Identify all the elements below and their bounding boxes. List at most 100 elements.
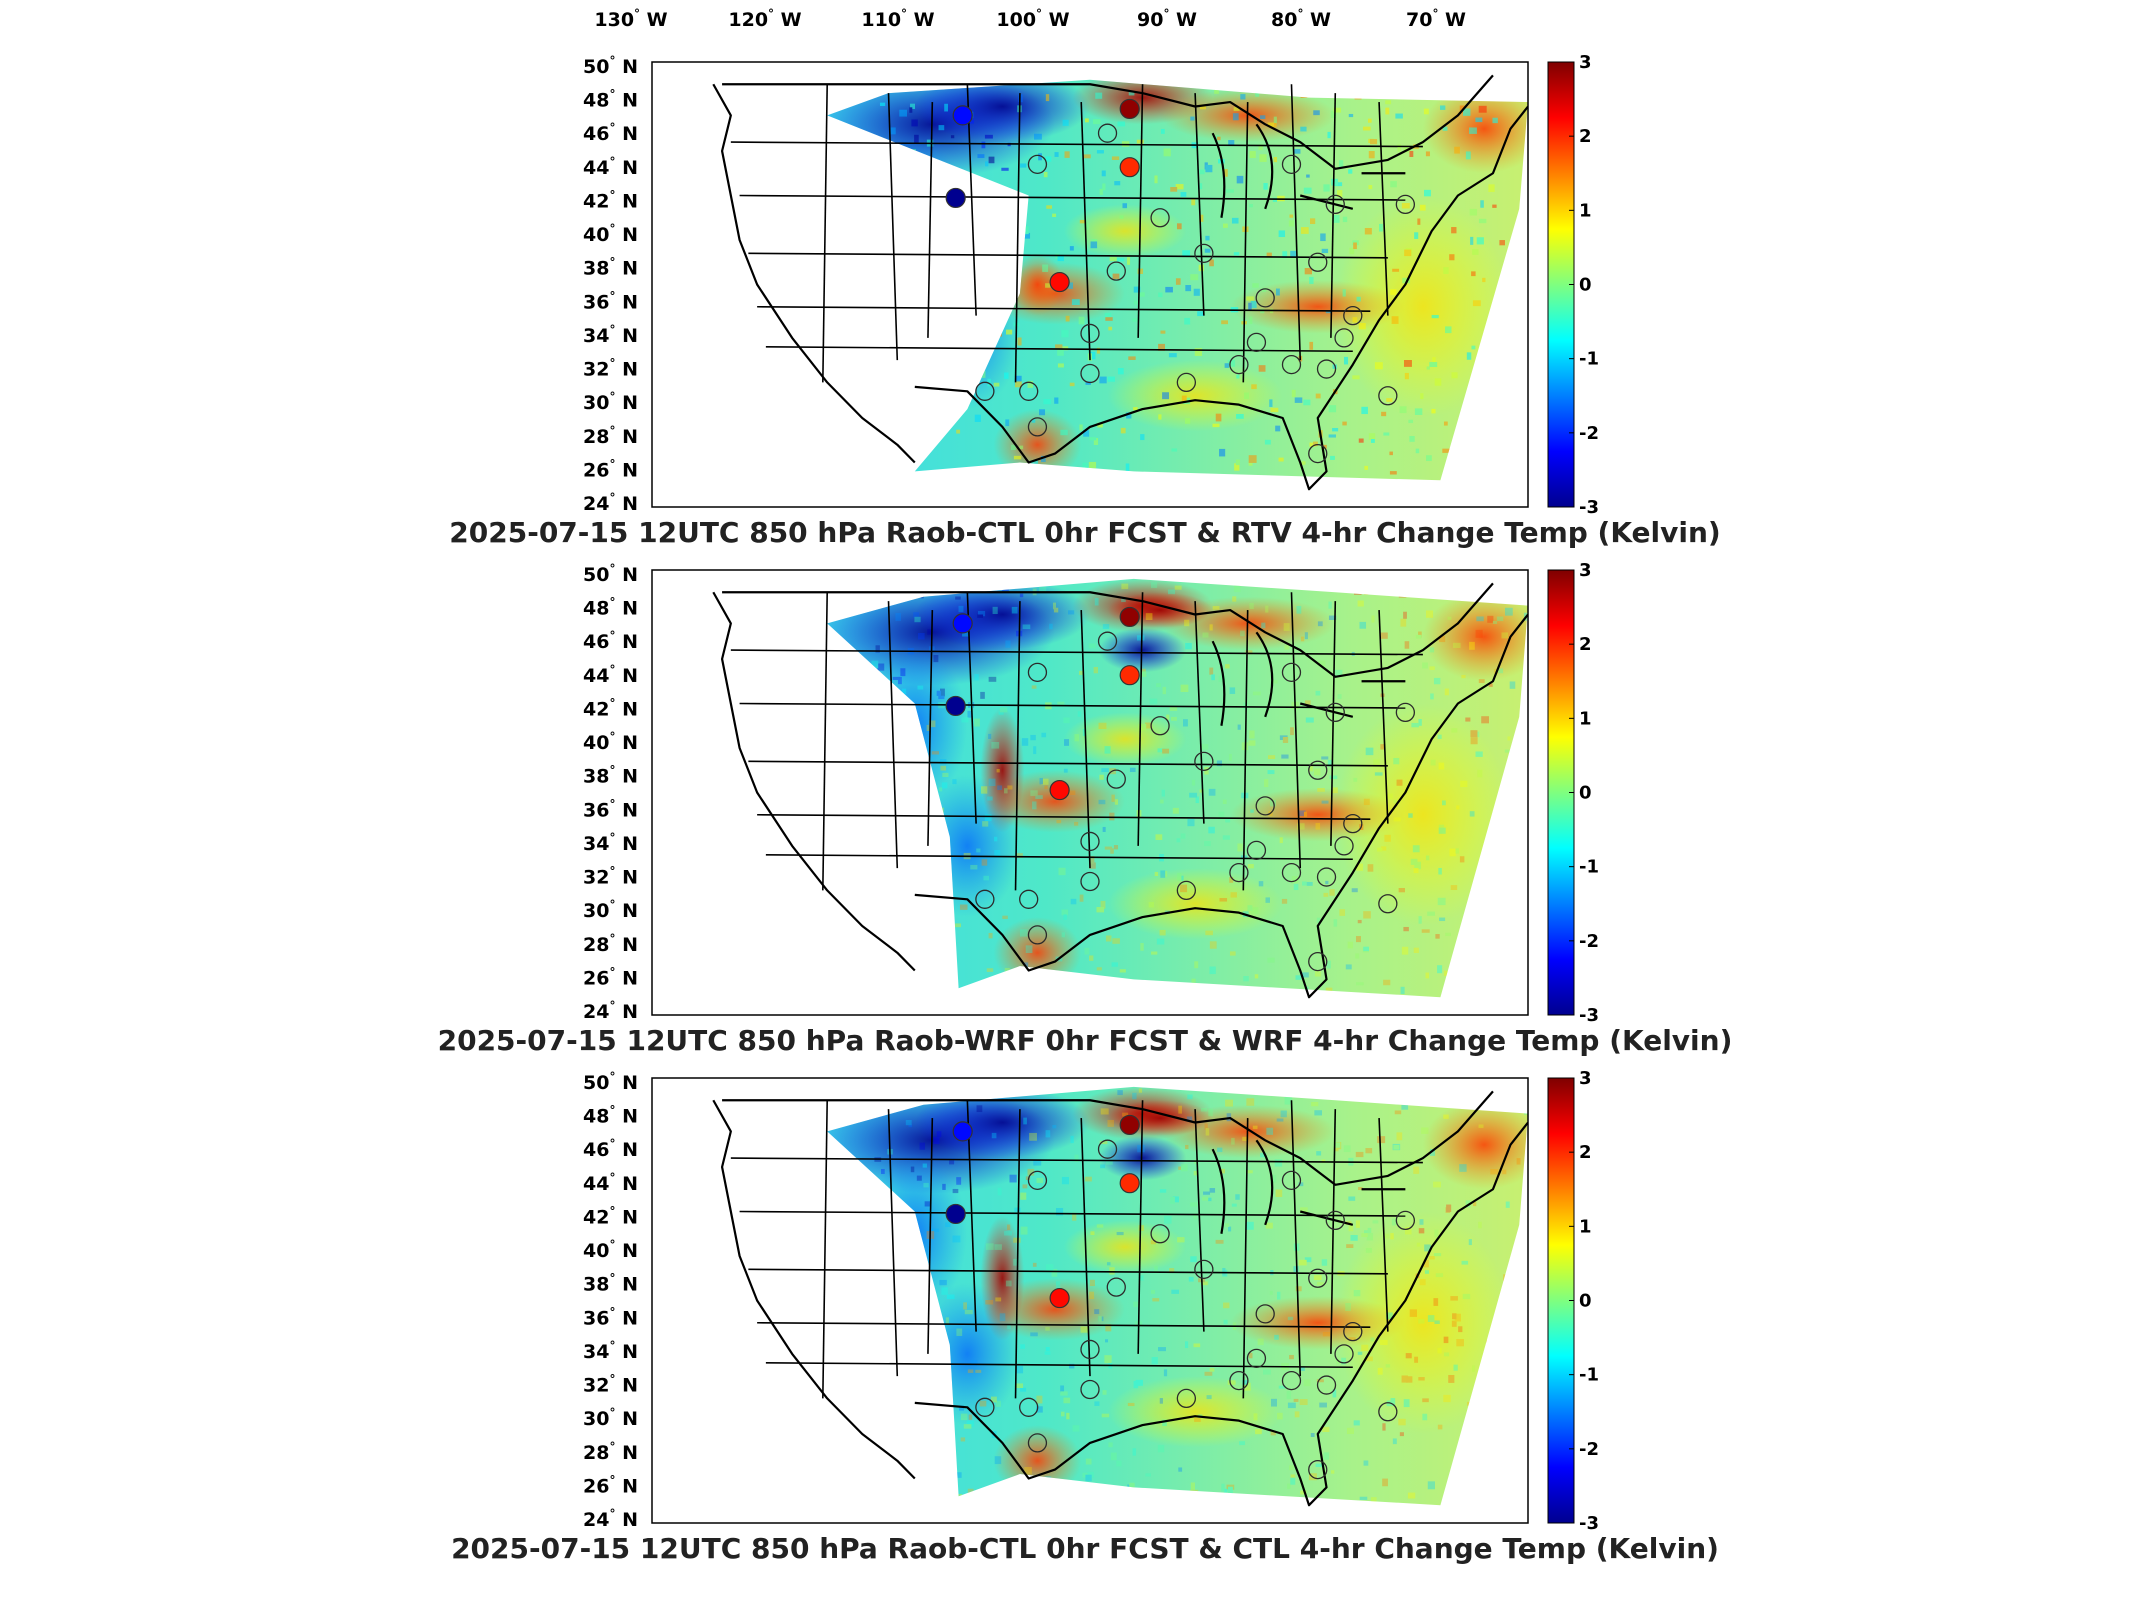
station-marker [1281, 154, 1302, 175]
colorbar-tick-label: 0 [1579, 275, 1592, 296]
map-frame [651, 569, 1529, 1016]
state-boundaries [712, 74, 1528, 491]
station-marker [1395, 1210, 1416, 1231]
longitude-label: 120° W [728, 7, 801, 31]
station-markers [975, 1139, 1416, 1480]
station-marker [1097, 123, 1118, 143]
station-marker [1019, 889, 1039, 909]
station-marker [1281, 862, 1302, 883]
colorbar-tick-label: 3 [1579, 52, 1592, 73]
colorbar-tick-label: -3 [1579, 1005, 1599, 1026]
highlighted-station [1119, 1114, 1140, 1136]
station-marker [1316, 867, 1337, 887]
station-marker [1027, 662, 1048, 682]
highlighted-station [952, 1121, 973, 1142]
latitude-label: 50° N [583, 1070, 638, 1094]
station-marker [1080, 1339, 1100, 1360]
station-marker [1246, 332, 1267, 353]
colorbar-tick-label: 0 [1579, 783, 1592, 804]
station-marker [1027, 154, 1048, 175]
station-marker [1176, 372, 1197, 393]
station-marker [1019, 381, 1039, 401]
colorbar-tick-label: 1 [1579, 200, 1592, 221]
latitude-label: 48° N [583, 596, 638, 620]
colorbar-tick-label: 0 [1579, 1291, 1592, 1312]
highlighted-station [952, 613, 973, 634]
station-marker [1080, 323, 1100, 344]
longitude-label: 90° W [1137, 7, 1197, 31]
latitude-label: 50° N [583, 54, 638, 78]
highlighted-station [1119, 606, 1140, 628]
highlighted-station [1049, 779, 1070, 801]
station-marker [1194, 1259, 1214, 1279]
station-marker [1255, 288, 1275, 308]
station-marker [1325, 194, 1345, 215]
station-marker [1080, 871, 1100, 892]
latitude-label: 32° N [583, 357, 638, 381]
latitude-label: 50° N [583, 562, 638, 586]
highlighted-stations [945, 606, 1140, 801]
colorbar-tick-label: 2 [1579, 634, 1592, 655]
latitude-label: 32° N [583, 865, 638, 889]
colorbar-tick-label: -3 [1579, 497, 1599, 518]
latitude-label: 36° N [583, 797, 638, 821]
station-marker [1194, 243, 1214, 264]
colorbar-tick-label: -1 [1579, 1365, 1599, 1386]
station-marker [1027, 417, 1048, 437]
colorbar-tick-label: -2 [1579, 423, 1599, 444]
latitude-label: 42° N [583, 696, 638, 720]
latitude-label: 30° N [583, 1406, 638, 1430]
station-marker [1281, 354, 1302, 375]
station-marker [1308, 1459, 1328, 1480]
station-marker [1343, 305, 1363, 326]
latitude-label: 32° N [583, 1373, 638, 1397]
colorbar-tick-label: -1 [1579, 349, 1599, 370]
map-panels: 50° N 48° N 46° N 44° N 42° N 40° N 38° N 36° N… [438, 52, 1733, 1565]
station-marker [1176, 880, 1197, 901]
latitude-label: 38° N [583, 1272, 638, 1296]
highlighted-station [1119, 157, 1140, 178]
latitude-label: 40° N [583, 730, 638, 754]
station-marker [1308, 1268, 1328, 1288]
station-marker [1027, 1170, 1048, 1190]
latitude-label: 34° N [583, 1339, 638, 1363]
station-marker [975, 381, 995, 401]
colorbar-tick-label: -3 [1579, 1513, 1599, 1534]
map-frame [651, 61, 1529, 508]
colorbar-tick-label: 3 [1579, 1068, 1592, 1089]
station-marker [1308, 951, 1328, 972]
station-marker [1246, 1348, 1267, 1368]
colorbar-tick-label: 2 [1579, 1142, 1592, 1163]
station-marker [1150, 1224, 1170, 1244]
map-panel: 50° N 48° N 46° N 44° N 42° N 40° N 38° N 36° N… [438, 560, 1733, 1057]
latitude-label: 38° N [583, 764, 638, 788]
map-panel: 50° N 48° N 46° N 44° N 42° N 40° N 38° N 36° N… [451, 1068, 1719, 1565]
state-boundaries [712, 582, 1528, 999]
highlighted-stations [945, 1114, 1140, 1309]
latitude-label: 26° N [583, 457, 638, 481]
colorbar-tick-label: -2 [1579, 1439, 1599, 1460]
latitude-label: 34° N [583, 831, 638, 855]
latitude-label: 24° N [583, 491, 638, 515]
station-marker [1281, 1370, 1302, 1391]
station-marker [975, 1397, 995, 1417]
latitude-label: 26° N [583, 965, 638, 989]
highlighted-station [1119, 98, 1140, 120]
latitude-label: 28° N [583, 932, 638, 956]
colorbar-tick-label: -1 [1579, 857, 1599, 878]
highlighted-station [1049, 271, 1070, 293]
panel-title: 2025-07-15 12UTC 850 hPa Raob-CTL 0hr FC… [449, 516, 1720, 549]
latitude-label: 40° N [583, 222, 638, 246]
station-marker [1019, 1397, 1039, 1417]
latitude-labels: 50° N 48° N 46° N 44° N 42° N 40° N 38° N 36° N… [583, 54, 638, 515]
highlighted-station [952, 105, 973, 126]
station-marker [1150, 208, 1170, 228]
colorbar-tick-label: 2 [1579, 126, 1592, 147]
station-marker [1106, 261, 1126, 281]
station-marker [1027, 1433, 1048, 1453]
latitude-label: 44° N [583, 1171, 638, 1195]
station-marker [1308, 760, 1328, 780]
station-marker [1080, 831, 1100, 852]
latitude-labels: 50° N 48° N 46° N 44° N 42° N 40° N 38° N 36° N… [583, 562, 638, 1023]
station-marker [1194, 751, 1214, 771]
